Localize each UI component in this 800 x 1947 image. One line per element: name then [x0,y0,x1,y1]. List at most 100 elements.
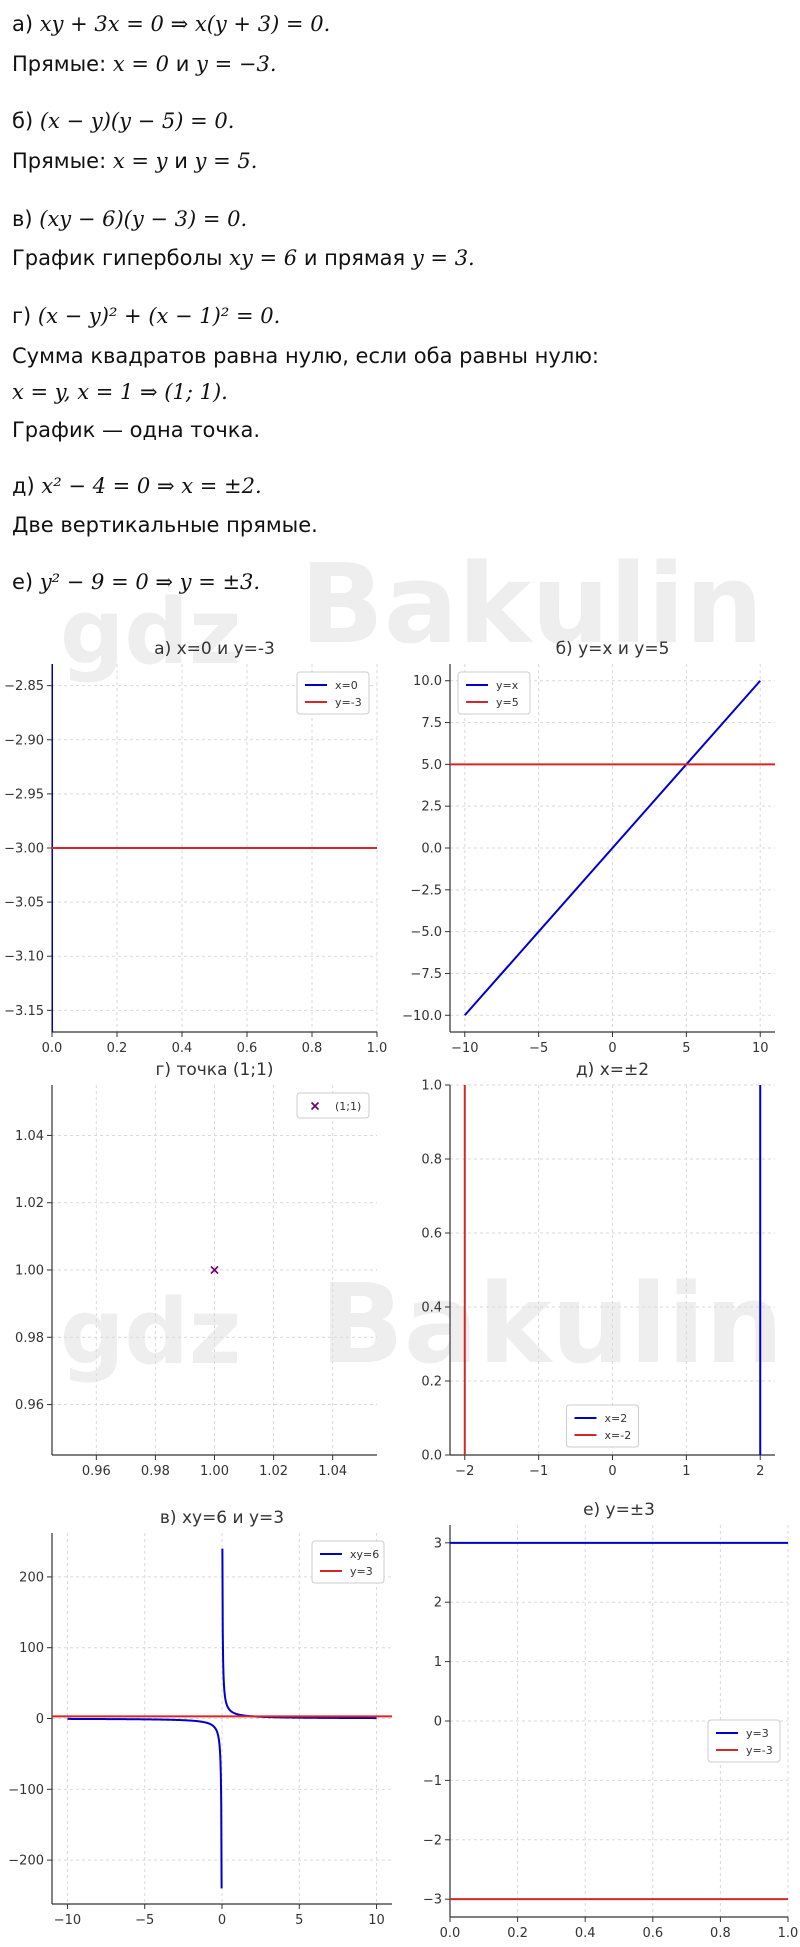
line-label: Прямые: [12,149,107,173]
series-line [67,1717,223,1889]
legend-entry: y=-3 [746,1744,773,1757]
x-tick-label: 0.4 [172,1041,193,1056]
text-line: г) (x − y)² + (x − 1)² = 0. [12,302,280,330]
y-tick-label: −2 [423,1833,442,1848]
x-tick-label: 1 [682,1464,690,1479]
chart-title: в) xy=6 и y=3 [160,1508,284,1528]
y-tick-label: 100 [19,1641,44,1656]
math-formula: x = y, x = 1 ⇒ (1; 1). [12,380,228,404]
x-tick-label: 0.4 [575,1926,596,1941]
chart-title: б) y=x и y=5 [556,639,670,659]
x-tick-label: 0 [218,1913,226,1928]
y-tick-label: 0.6 [421,1227,442,1242]
text-line: б) (x − y)(y − 5) = 0. [12,107,234,135]
chart-title: а) x=0 и y=-3 [154,639,275,659]
legend: xy=6 y=3 [311,1540,385,1584]
legend-box [457,671,531,715]
x-tick-label: 0 [608,1464,616,1479]
legend-entry: y=-3 [335,696,362,709]
legend-entry: xy=6 [350,1548,379,1561]
y-tick-label: −3.10 [4,950,44,965]
legend-box [566,1404,639,1448]
y-tick-label: 0 [36,1712,44,1727]
y-tick-label: −1 [423,1774,442,1789]
legend-marker [310,1101,320,1111]
legend-entry: x=-2 [605,1429,632,1442]
line-label: в) [12,207,33,231]
y-tick-label: 200 [19,1570,44,1585]
text-line: Две вертикальные прямые. [12,511,318,539]
legend-box [296,671,370,715]
chart-g: 0.96 0.98 1.00 1.02 1.04 1.04 1.02 1.00 0.98 0.96… [15,1060,377,1479]
y-tick-label: −3 [423,1893,442,1908]
line-connector: и [174,149,188,173]
line-label: График гиперболы [12,246,223,270]
x-tick-label: −2 [455,1464,474,1479]
x-tick-label: −5 [135,1913,154,1928]
text-line: Прямые: x = y и y = 5. [12,147,257,175]
line-label: а) [12,12,34,36]
x-tick-label: 0.98 [141,1464,170,1479]
chart-title: г) точка (1;1) [155,1060,273,1080]
line-label: Прямые: [12,52,107,76]
math-formula: (x − y)(y − 5) = 0. [39,109,235,133]
legend-entry: x=2 [605,1412,628,1425]
series-group [463,1085,762,1455]
legend-entry: x=0 [335,679,358,692]
y-tick-label: 0.8 [421,1153,442,1168]
y-tick-label: −2.5 [410,883,442,898]
chart-a: 0.0 0.2 0.4 0.6 0.8 1.0 −2.85 −2.90 −2.95 −3.00 −3… [4,639,387,1056]
math-formula: y² − 9 = 0 ⇒ y = ±3. [39,570,261,594]
legend: x=2 x=-2 [566,1404,639,1448]
legend-entry: y=5 [496,696,519,709]
x-tick-label: 1.0 [367,1041,388,1056]
legend: x=0 y=-3 [296,671,370,715]
x-tick-label: 0 [608,1041,616,1056]
y-tick-label: −3.15 [4,1004,44,1019]
text-line: График — одна точка. [12,416,260,444]
y-tick-label: 2.5 [421,800,442,815]
chart-d: −2 −1 0 1 2 1.0 0.8 0.6 0.4 0.2 0.0 д) x=±2 x=2 x=-2 [421,1060,775,1479]
y-tick-label: 0.0 [421,842,442,857]
y-tick-label: −100 [8,1783,44,1798]
y-tick-label: 1 [434,1655,442,1670]
y-tick-label: −7.5 [410,967,442,982]
legend-entry: y=x [496,679,519,692]
math-formula: xy + 3x = 0 ⇒ x(y + 3) = 0. [39,12,331,36]
x-tick-label: 0.6 [237,1041,258,1056]
x-tick-label: 0.2 [107,1041,128,1056]
series-group [52,1548,392,1889]
series-group [450,680,775,1016]
math-formula: x² − 4 = 0 ⇒ x = ±2. [41,474,262,498]
x-tick-label: 1.04 [318,1464,347,1479]
chart-b: −10 −5 0 5 10 10.0 7.5 5.0 2.5 0.0 −2.5 −5.0 −7.5 −10… [402,639,775,1056]
x-tick-label: 5 [682,1041,690,1056]
legend-box [311,1540,385,1584]
math-formula: y = −3. [196,52,277,76]
text-line: Прямые: x = 0 и y = −3. [12,50,277,78]
math-formula: x = 0 [112,52,170,76]
math-formula: (xy − 6)(y − 3) = 0. [39,207,248,231]
y-tick-label: 7.5 [421,716,442,731]
y-tick-label: 0.4 [421,1301,442,1316]
x-tick-label: 0.96 [82,1464,111,1479]
legend-entry: y=3 [350,1565,373,1578]
y-tick-label: 1.02 [15,1196,44,1211]
y-tick-label: −2.90 [4,733,44,748]
text-line: Сумма квадратов равна нулю, если оба рав… [12,342,599,370]
chart-title: д) x=±2 [576,1060,649,1080]
y-tick-label: 0.96 [15,1398,44,1413]
text-line: График гиперболы xy = 6 и прямая y = 3. [12,244,475,272]
text-line: x = y, x = 1 ⇒ (1; 1). [12,378,228,406]
y-tick-label: −2.95 [4,787,44,802]
line-label: График — одна точка. [12,418,261,442]
legend: y=3 y=-3 [707,1719,781,1763]
line-label: б) [12,109,34,133]
x-tick-label: 10 [368,1913,385,1928]
x-tick-label: 10 [752,1041,769,1056]
line-label: г) [12,304,32,328]
x-tick-label: 0.8 [710,1926,731,1941]
legend-box [707,1719,781,1763]
